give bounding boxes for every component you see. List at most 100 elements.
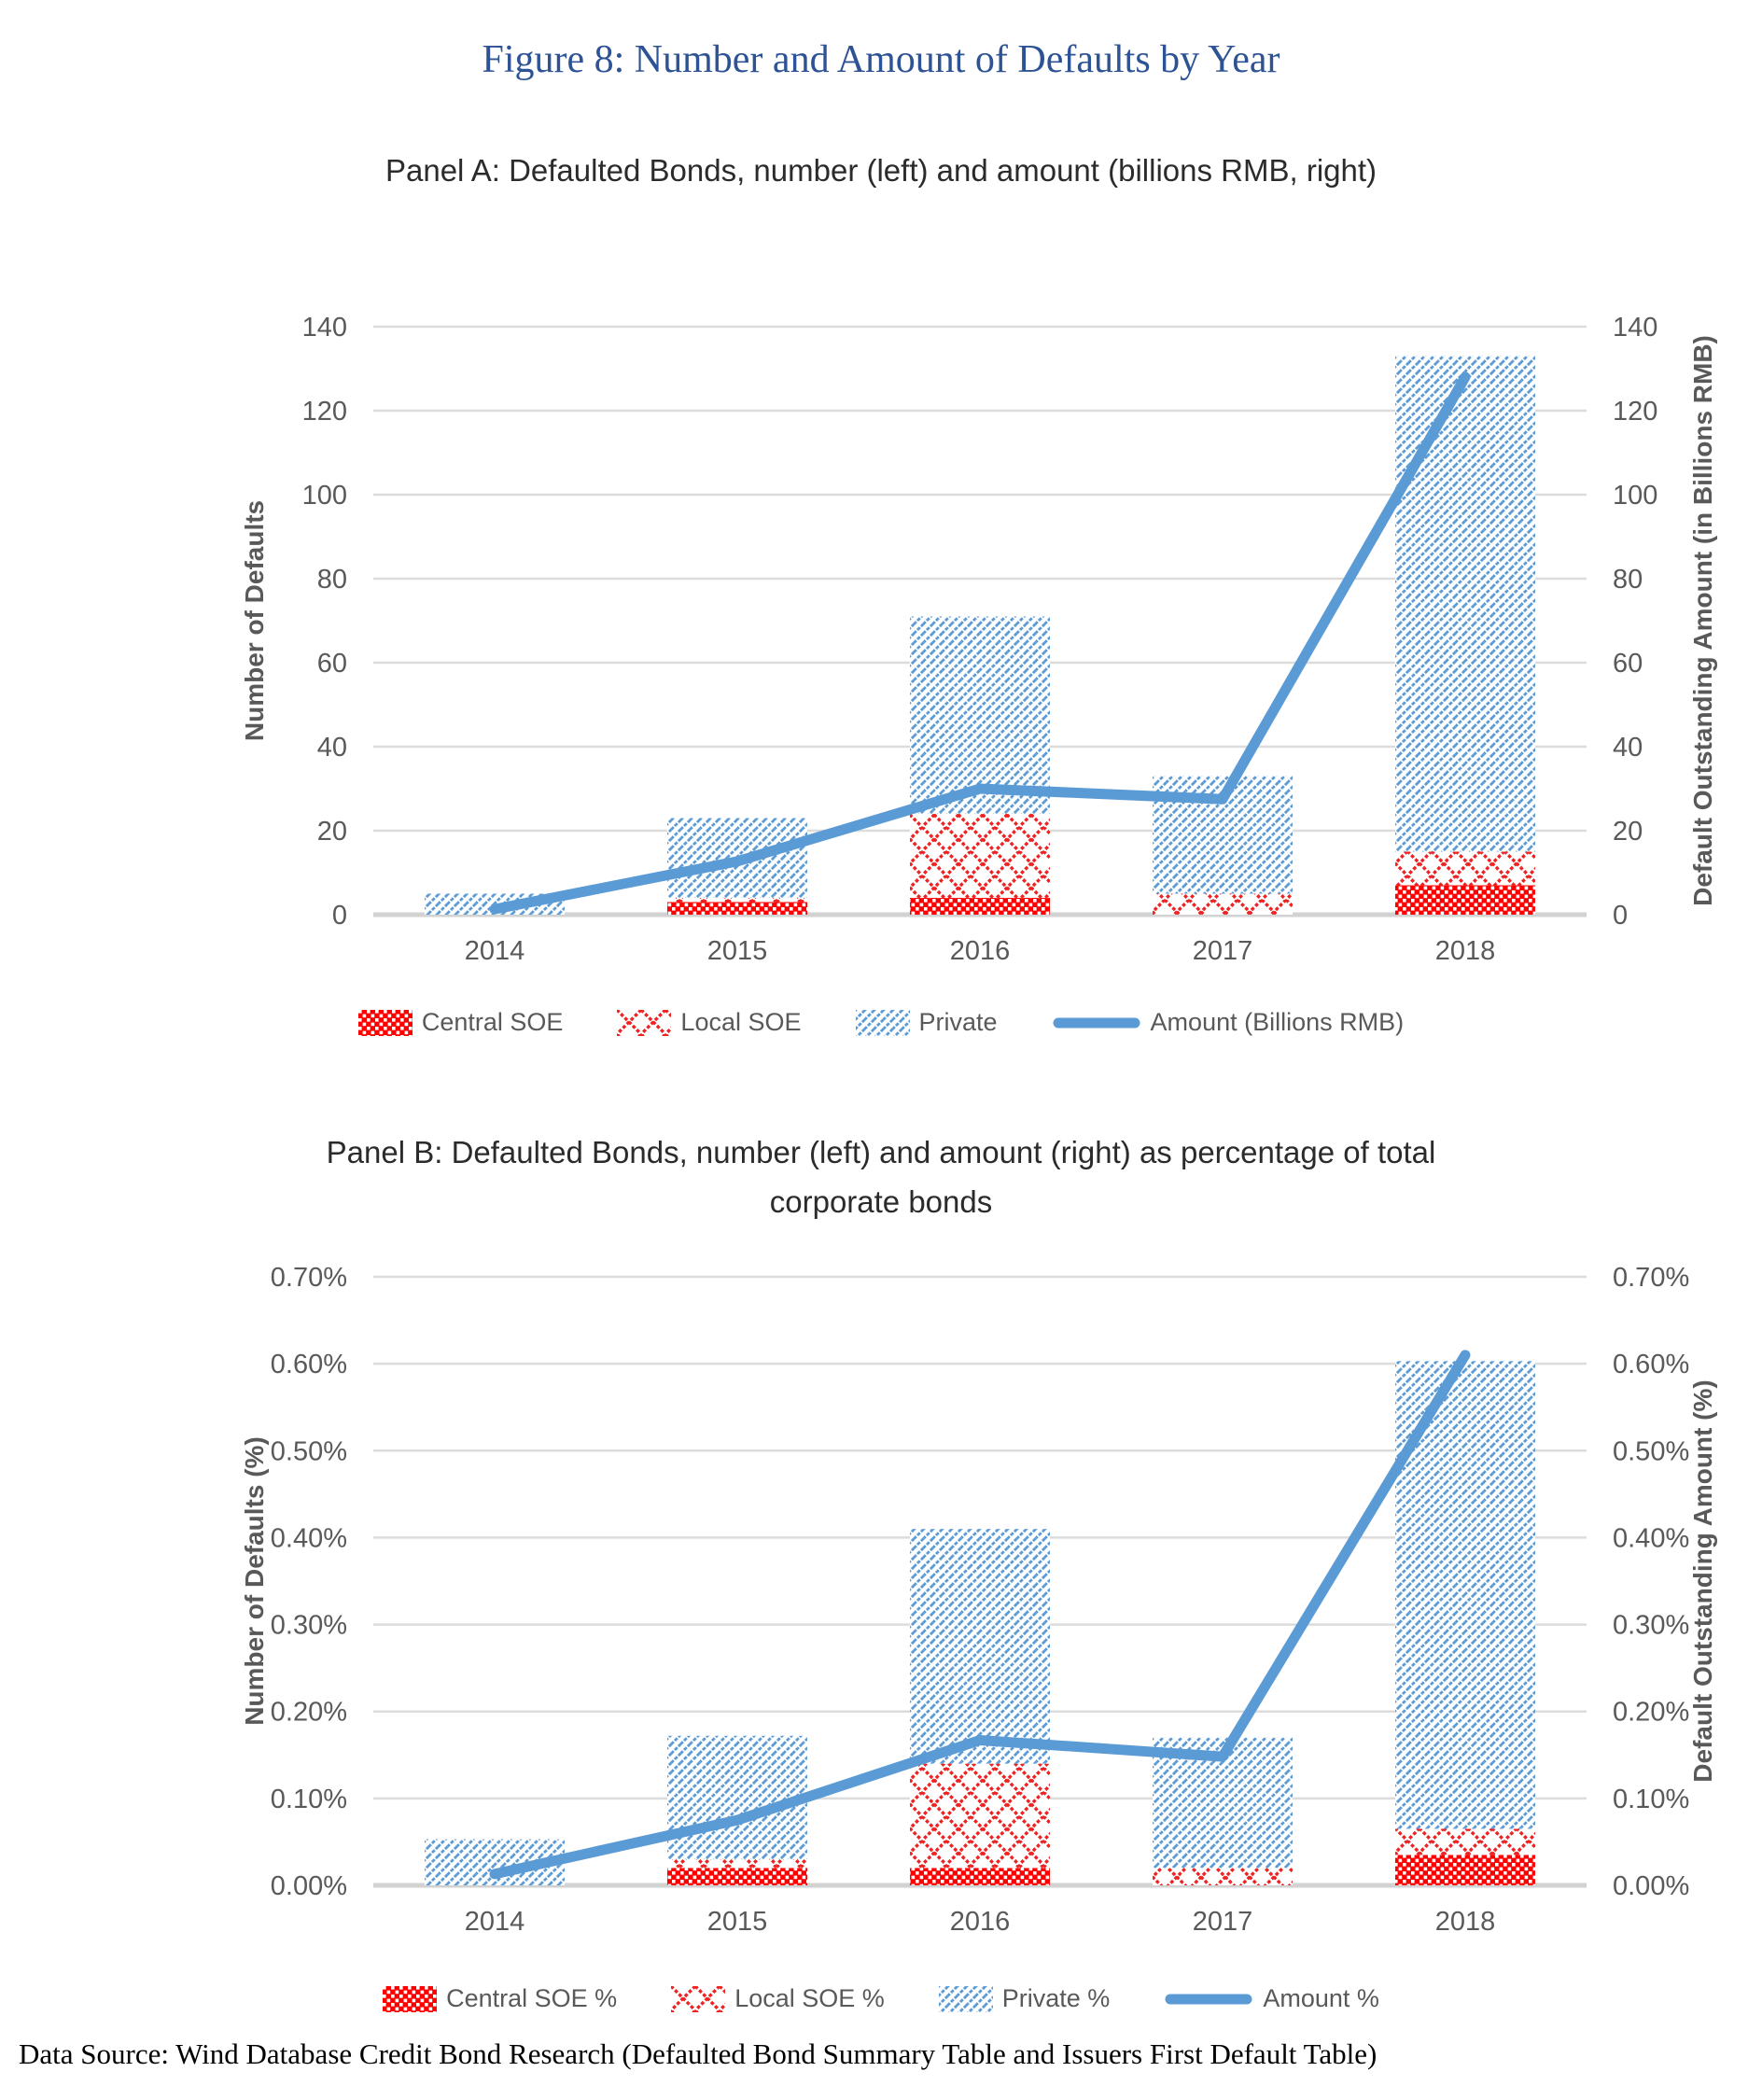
legend-item-private-pct: Private % xyxy=(938,1984,1111,2013)
year-label: 2014 xyxy=(465,936,525,966)
right-axis-tick: 80 xyxy=(1613,565,1643,595)
local-soe-swatch-icon xyxy=(617,1009,672,1036)
data-source-note: Data Source: Wind Database Credit Bond R… xyxy=(19,2037,1377,2070)
bar-segment-2015 xyxy=(667,902,807,915)
left-axis-tick: 0.70% xyxy=(271,1263,347,1293)
legend-item-amount-line: Amount (Billions RMB) xyxy=(1052,1008,1405,1037)
legend-item-private: Private xyxy=(855,1008,998,1037)
year-label: 2015 xyxy=(707,1907,768,1937)
left-axis-tick: 0 xyxy=(332,901,347,931)
legend-label: Central SOE xyxy=(421,1008,564,1036)
legend-label: Local SOE % xyxy=(734,1984,885,2012)
left-axis-tick: 0.20% xyxy=(271,1698,347,1728)
bar-segment-2016 xyxy=(910,1763,1050,1869)
panel-b-legend: Central SOE % Local SOE % Private % Amou… xyxy=(0,1984,1762,2013)
right-axis-tick: 120 xyxy=(1613,397,1657,427)
private-swatch-icon xyxy=(855,1009,910,1036)
panel-a-title: Panel A: Defaulted Bonds, number (left) … xyxy=(385,153,1377,188)
legend-label: Amount (Billions RMB) xyxy=(1150,1008,1405,1036)
year-label: 2017 xyxy=(1193,1907,1253,1937)
year-label: 2015 xyxy=(707,936,768,966)
right-axis-title: Default Outstanding Amount (%) xyxy=(1688,1379,1717,1782)
legend-item-amount-pct-line: Amount % xyxy=(1164,1984,1379,2013)
bars-group xyxy=(425,1361,1535,1885)
left-axis-title: Number of Defaults xyxy=(240,500,269,741)
left-axis-title: Number of Defaults (%) xyxy=(240,1436,269,1726)
legend-label: Private xyxy=(918,1008,998,1036)
bar-segment-2015 xyxy=(667,1735,807,1860)
year-label: 2018 xyxy=(1435,936,1496,966)
right-axis-tick: 0.20% xyxy=(1613,1698,1689,1728)
category-labels: 2014 2015 2016 2017 2018 xyxy=(465,936,1496,966)
right-axis-tick: 140 xyxy=(1613,313,1657,343)
right-axis-tick: 40 xyxy=(1613,733,1643,763)
bar-segment-2017 xyxy=(1153,893,1293,915)
left-axis-tick: 20 xyxy=(317,817,347,847)
amount-line xyxy=(489,1350,1471,1880)
left-axis-tick: 120 xyxy=(302,397,347,427)
bar-segment-2015 xyxy=(667,898,807,903)
left-axis-tick: 140 xyxy=(302,313,347,343)
legend-label: Central SOE % xyxy=(446,1984,618,2012)
right-axis-title: Default Outstanding Amount (in Billions … xyxy=(1688,335,1717,906)
legend-label: Amount % xyxy=(1263,1984,1379,2012)
axis-tick-labels: 0 0 20 20 40 40 60 60 80 80 100 100 120 120 140 140 xyxy=(302,313,1658,931)
legend-item-central-soe: Central SOE xyxy=(357,1008,564,1037)
right-axis-tick: 0.00% xyxy=(1613,1871,1689,1901)
bar-segment-2017 xyxy=(1153,1868,1293,1885)
left-axis-tick: 0.40% xyxy=(271,1523,347,1553)
panel-b-chart: 0.00% 0.00% 0.10% 0.10% 0.20% 0.20% 0.30% 0.30%… xyxy=(240,1263,1717,1937)
right-axis-tick: 0 xyxy=(1613,901,1628,931)
right-axis-tick: 0.50% xyxy=(1613,1436,1689,1466)
panel-a-chart: 0 0 20 20 40 40 60 60 80 80 100 100 120 120 140 140 Numb… xyxy=(240,313,1717,966)
right-axis-tick: 0.40% xyxy=(1613,1523,1689,1553)
left-axis-tick: 80 xyxy=(317,565,347,595)
bar-segment-2018 xyxy=(1395,885,1535,915)
legend-item-local-soe-pct: Local SOE % xyxy=(671,1984,885,2013)
legend-label: Private % xyxy=(1001,1984,1111,2012)
bar-segment-2016 xyxy=(910,814,1050,898)
bar-segment-2018 xyxy=(1395,851,1535,886)
legend-label: Local SOE xyxy=(680,1008,802,1036)
bar-segment-2016 xyxy=(910,898,1050,915)
local-soe-swatch-icon xyxy=(671,1985,726,2012)
left-axis-tick: 0.30% xyxy=(271,1611,347,1641)
amount-line xyxy=(489,371,1471,915)
right-axis-tick: 0.10% xyxy=(1613,1785,1689,1814)
right-axis-tick: 0.30% xyxy=(1613,1611,1689,1641)
bar-segment-2016 xyxy=(910,1529,1050,1764)
year-label: 2016 xyxy=(950,1907,1011,1937)
right-axis-tick: 100 xyxy=(1613,481,1657,511)
legend-item-local-soe: Local SOE xyxy=(617,1008,802,1037)
left-axis-tick: 0.50% xyxy=(271,1436,347,1466)
panel-b-title: Panel B: Defaulted Bonds, number (left) … xyxy=(326,1135,1436,1220)
axis-tick-labels: 0.00% 0.00% 0.10% 0.10% 0.20% 0.20% 0.30% 0.30%… xyxy=(271,1263,1689,1901)
bar-segment-2018 xyxy=(1395,1855,1535,1885)
panel-a-legend: Central SOE Local SOE Private Amount (Bi… xyxy=(0,1008,1762,1037)
amount-line-swatch-icon xyxy=(1165,1994,1252,2004)
central-soe-swatch-icon xyxy=(383,1985,438,2012)
year-label: 2014 xyxy=(465,1907,525,1937)
left-axis-tick: 0.60% xyxy=(271,1350,347,1379)
private-swatch-icon xyxy=(938,1985,993,2012)
left-axis-tick: 0.10% xyxy=(271,1785,347,1814)
right-axis-tick: 60 xyxy=(1613,649,1643,679)
bars-group xyxy=(425,356,1535,915)
bar-segment-2018 xyxy=(1395,356,1535,852)
left-axis-tick: 60 xyxy=(317,649,347,679)
bar-segment-2015 xyxy=(667,1868,807,1885)
bar-segment-2018 xyxy=(1395,1828,1535,1855)
central-soe-swatch-icon xyxy=(357,1009,413,1036)
right-axis-tick: 20 xyxy=(1613,817,1643,847)
figure-title: Figure 8: Number and Amount of Defaults … xyxy=(482,38,1280,81)
bar-segment-2015 xyxy=(667,1859,807,1869)
legend-item-central-soe-pct: Central SOE % xyxy=(383,1984,617,2013)
left-axis-tick: 0.00% xyxy=(271,1871,347,1901)
bar-segment-2016 xyxy=(910,616,1050,814)
year-label: 2018 xyxy=(1435,1907,1496,1937)
right-axis-tick: 0.70% xyxy=(1613,1263,1689,1293)
bar-segment-2016 xyxy=(910,1868,1050,1885)
year-label: 2017 xyxy=(1193,936,1253,966)
left-axis-tick: 100 xyxy=(302,481,347,511)
